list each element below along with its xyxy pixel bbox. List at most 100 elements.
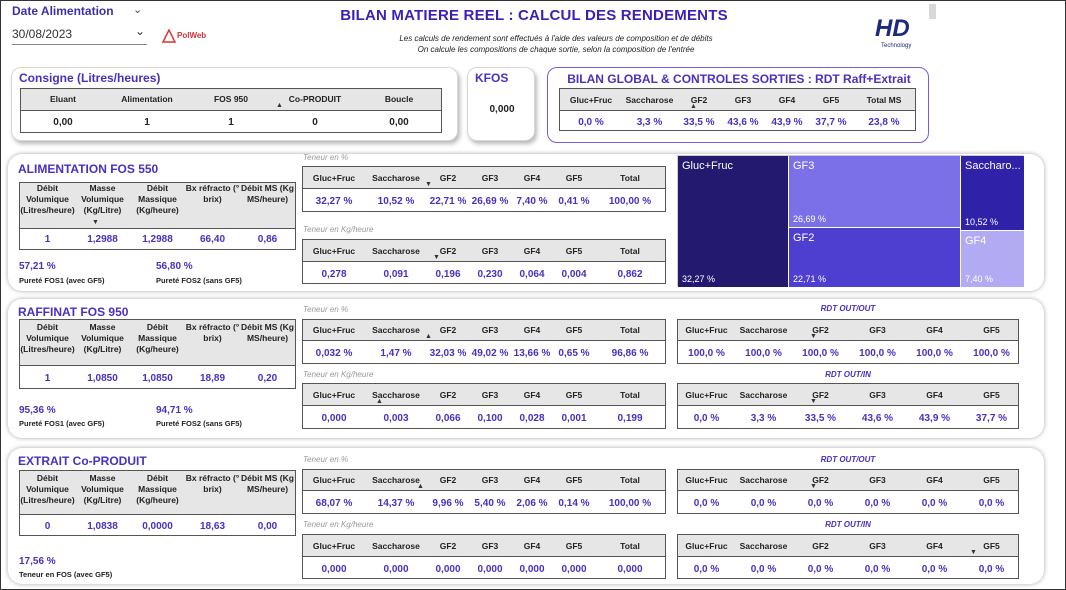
comp-value: 5,40 % [474, 498, 506, 509]
flow-header: Masse Volumique (Kg/Litre) [81, 183, 124, 215]
treemap-tile[interactable]: GF4 7,40 % [961, 231, 1024, 287]
comp-value: 26,69 % [471, 196, 509, 207]
flow-value: 18,63 [199, 521, 226, 532]
comp-value: 0,230 [477, 269, 503, 280]
rdt-value: 0,0 % [750, 498, 777, 509]
purete-fos1-label: Pureté FOS1 (avec GF5) [19, 276, 105, 285]
consigne-header: Co-PRODUIT [288, 94, 342, 104]
rdt-value: 0,0 % [921, 498, 948, 509]
rdt-header: Saccharose [739, 325, 788, 335]
rdt-header: GF2 [812, 541, 829, 551]
rdt-header: GF2 [812, 475, 829, 485]
raff-pct-table: Gluc+Fruc Saccharose GF2 GF3 GF4 GF5 Tot… [302, 319, 666, 364]
chevron-down-icon[interactable]: ⌄ [133, 4, 143, 16]
alim-pct-table: Gluc+Fruc Saccharose GF2 GF3 GF4 GF5 Tot… [302, 166, 666, 212]
sort-up-icon[interactable]: ▲ [276, 102, 283, 109]
sort-down-icon[interactable]: ▼ [92, 219, 99, 226]
bilan-value: 33,5 % [683, 117, 715, 128]
sort-down-icon[interactable]: ▼ [810, 483, 817, 490]
flow-value: 1,2988 [142, 234, 173, 245]
comp-value: 2,06 % [516, 498, 548, 509]
flow-header: Débit Volumique (Litres/heure) [20, 322, 75, 354]
flow-value: 0 [44, 521, 51, 532]
extrait-title: EXTRAIT Co-PRODUIT [18, 454, 147, 468]
bilan-title: BILAN GLOBAL & CONTROLES SORTIES : RDT R… [567, 72, 911, 86]
comp-header: Total [620, 325, 640, 335]
rdt-header: Gluc+Fruc [685, 541, 728, 551]
comp-header: GF5 [565, 246, 583, 256]
sort-down-icon[interactable]: ▼ [970, 549, 977, 556]
kfos-title: KFOS [475, 71, 509, 85]
kfos-card: KFOS 0,000 [467, 67, 535, 141]
comp-header: GF2 [439, 475, 457, 485]
rdt-value: 3,3 % [750, 413, 777, 424]
treemap-tile[interactable]: Gluc+Fruc 32,27 % [678, 156, 788, 287]
bilan-global-card: BILAN GLOBAL & CONTROLES SORTIES : RDT R… [547, 67, 929, 143]
treemap-tile[interactable]: GF2 22,71 % [789, 228, 960, 287]
rdt-value: 100,0 % [688, 348, 725, 359]
rdt-value: 0,0 % [693, 498, 720, 509]
extrait-section: EXTRAIT Co-PRODUIT Débit Volumique (Litr… [8, 448, 1044, 584]
comp-value: 96,86 % [611, 348, 649, 359]
consigne-value: 1 [228, 117, 234, 128]
rdt-header: Gluc+Fruc [685, 475, 728, 485]
comp-header: GF3 [481, 390, 499, 400]
teneur-pct-label: Teneur en % [303, 153, 349, 162]
consigne-card: Consigne (Litres/heures) Eluant Alimenta… [11, 67, 458, 141]
teneur-kg-label: Teneur en Kg/heure [303, 370, 374, 379]
comp-header: Gluc+Fruc [312, 475, 356, 485]
comp-value: 100,00 % [608, 196, 652, 207]
comp-value: 0,862 [617, 269, 643, 280]
rdt-value: 0,0 % [978, 498, 1005, 509]
comp-header: GF4 [523, 325, 541, 335]
comp-header: GF2 [439, 173, 457, 183]
rdt-outin-label: RDT OUT/IN [825, 370, 871, 379]
date-dropdown[interactable]: 30/08/2023 ⌄ [12, 24, 147, 45]
comp-value: 22,71 % [429, 196, 467, 207]
comp-value: 0,000 [477, 564, 503, 575]
consigne-header: Alimentation [121, 94, 173, 104]
flow-value: 1 [44, 373, 51, 384]
treemap-tile[interactable]: Saccharo... 10,52 % [961, 156, 1024, 230]
comp-header: Total [620, 246, 640, 256]
rdt-value: 100,0 % [859, 348, 896, 359]
consigne-header: Eluant [50, 94, 76, 104]
sort-down-icon[interactable]: ▼ [425, 181, 432, 188]
comp-value: 0,001 [561, 413, 587, 424]
comp-value: 49,02 % [471, 348, 509, 359]
comp-value: 1,47 % [380, 348, 412, 359]
comp-header: GF4 [523, 173, 541, 183]
comp-header: Gluc+Fruc [312, 246, 356, 256]
sort-up-icon[interactable]: ▲ [690, 103, 697, 110]
comp-value: 0,000 [617, 564, 643, 575]
raffinat-title: RAFFINAT FOS 950 [18, 305, 129, 319]
sort-down-icon[interactable]: ▼ [810, 398, 817, 405]
bilan-value: 43,9 % [771, 117, 803, 128]
extr-kg-table: Gluc+Fruc Saccharose GF2 GF3 GF4 GF5 Tot… [302, 534, 666, 579]
comp-header: GF3 [481, 541, 499, 551]
consigne-value: 0 [312, 117, 318, 128]
bilan-header: GF4 [778, 95, 796, 105]
comp-value: 10,52 % [377, 196, 415, 207]
sort-down-icon[interactable]: ▼ [810, 333, 817, 340]
comp-header: GF5 [565, 475, 583, 485]
sort-up-icon[interactable]: ▲ [425, 333, 432, 340]
comp-header: Saccharose [372, 475, 420, 485]
flow-header: Débit Massique (Kg/heure) [136, 473, 179, 505]
rdt-header: GF5 [983, 390, 1000, 400]
alim-kg-table: Gluc+Fruc Saccharose GF2 GF3 GF4 GF5 Tot… [302, 239, 666, 284]
sort-up-icon[interactable]: ▲ [376, 398, 383, 405]
comp-header: GF5 [565, 541, 583, 551]
bilan-header: GF2 [690, 95, 708, 105]
scrollbar-thumb[interactable] [929, 4, 936, 19]
comp-header: Saccharose [372, 325, 420, 335]
sort-down-icon[interactable]: ▼ [433, 254, 440, 261]
consigne-title: Consigne (Litres/heures) [19, 71, 161, 85]
flow-header: Masse Volumique (Kg/Litre) [81, 473, 124, 505]
treemap-tile[interactable]: GF3 26,69 % [789, 156, 960, 227]
flow-header: Débit MS (Kg MS/heure) [241, 473, 294, 494]
purete-fos1-label: Pureté FOS1 (avec GF5) [19, 419, 105, 428]
page-title: BILAN MATIERE REEL : CALCUL DES RENDEMEN… [340, 7, 728, 24]
sort-up-icon[interactable]: ▲ [417, 483, 424, 490]
rdt-header: GF4 [926, 541, 943, 551]
